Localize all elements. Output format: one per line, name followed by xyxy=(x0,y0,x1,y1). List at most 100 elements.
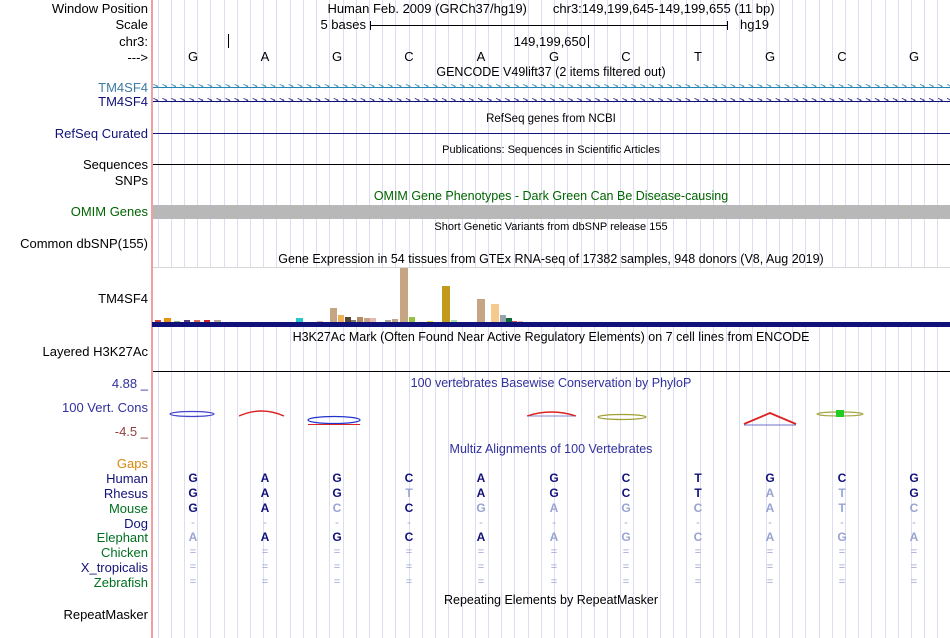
alignment-base: - xyxy=(479,517,483,529)
omim-gene-bar[interactable] xyxy=(153,205,950,219)
alignment-base: = xyxy=(766,576,774,588)
species-label-gaps[interactable]: Gaps xyxy=(116,456,148,471)
track-label-gtex-tm4sf4[interactable]: TM4SF4 xyxy=(98,291,148,306)
track-label-common-dbsnp[interactable]: Common dbSNP(155) xyxy=(20,236,148,251)
alignment-base: = xyxy=(838,576,846,588)
gtex-bar xyxy=(392,319,398,323)
species-label-x_tropicalis[interactable]: X_tropicalis xyxy=(80,560,148,575)
gtex-bar xyxy=(400,268,408,323)
base-letter: C xyxy=(621,49,631,64)
base-letter: T xyxy=(694,49,702,64)
alignment-base: = xyxy=(261,546,269,558)
assembly-title: Human Feb. 2009 (GRCh37/hg19) xyxy=(327,1,527,16)
gtex-bar xyxy=(500,315,506,323)
alignment-base: C xyxy=(621,471,631,485)
conservation-shape xyxy=(526,411,577,417)
conservation-green-block xyxy=(836,410,844,417)
alignment-base: T xyxy=(838,501,846,515)
alignment-base: = xyxy=(694,576,702,588)
alignment-base: A xyxy=(260,471,270,485)
base-letter: C xyxy=(404,49,414,64)
alignment-base: A xyxy=(476,471,486,485)
omim-track-title[interactable]: OMIM Gene Phenotypes - Dark Green Can Be… xyxy=(373,189,729,203)
gene-item-tm4sf4-2[interactable]: >>>>>>>>>>>>>>>>>>>>>>>>>>>>>>>>>>>>>>>>… xyxy=(153,96,950,106)
species-label-rhesus[interactable]: Rhesus xyxy=(103,486,148,501)
alignment-base: = xyxy=(550,561,558,573)
phylop-track-title[interactable]: 100 vertebrates Basewise Conservation by… xyxy=(410,376,692,390)
refseq-curated-line[interactable] xyxy=(153,133,950,134)
h3k27ac-track-title[interactable]: H3K27Ac Mark (Often Found Near Active Re… xyxy=(292,330,810,344)
gtex-track-title[interactable]: Gene Expression in 54 tissues from GTEx … xyxy=(278,252,824,266)
alignment-base: C xyxy=(404,530,414,544)
alignment-base: = xyxy=(622,561,630,573)
track-label-repeatmasker[interactable]: RepeatMasker xyxy=(63,607,148,622)
sequences-track-line[interactable] xyxy=(153,164,950,165)
alignment-base: A xyxy=(549,501,559,515)
alignment-base: = xyxy=(189,546,197,558)
species-label-elephant[interactable]: Elephant xyxy=(96,530,148,545)
window-position-label: Window Position xyxy=(51,1,148,16)
alignment-base: = xyxy=(477,546,485,558)
gtex-bar xyxy=(357,317,363,323)
gtex-bar xyxy=(477,299,485,323)
track-label-layered-h3k27ac[interactable]: Layered H3K27Ac xyxy=(42,344,148,359)
species-label-chicken[interactable]: Chicken xyxy=(101,545,148,560)
alignment-base: = xyxy=(333,561,341,573)
species-label-dog[interactable]: Dog xyxy=(124,516,148,531)
alignment-base: G xyxy=(765,471,775,485)
gtex-bar xyxy=(351,320,356,323)
species-label-mouse[interactable]: Mouse xyxy=(108,501,148,516)
scale-bar-right-tick xyxy=(727,21,728,30)
repeatmasker-track-title[interactable]: Repeating Elements by RepeatMasker xyxy=(443,593,658,607)
track-label-omim-genes[interactable]: OMIM Genes xyxy=(70,204,148,219)
track-label-snps[interactable]: SNPs xyxy=(114,173,148,188)
publications-track-title[interactable]: Publications: Sequences in Scientific Ar… xyxy=(442,144,660,156)
gtex-bar xyxy=(164,318,171,323)
alignment-base: = xyxy=(694,561,702,573)
alignment-base: A xyxy=(765,530,775,544)
alignment-base: A xyxy=(765,501,775,515)
alignment-base: C xyxy=(404,501,414,515)
window-position-title: Human Feb. 2009 (GRCh37/hg19) chr3:149,19… xyxy=(152,2,950,16)
alignment-base: G xyxy=(188,486,198,500)
alignment-base: = xyxy=(477,561,485,573)
base-position-tick-left xyxy=(228,34,229,48)
species-label-zebrafish[interactable]: Zebrafish xyxy=(93,575,148,590)
base-letter: A xyxy=(476,49,486,64)
gtex-bar xyxy=(506,318,512,323)
gencode-track-title[interactable]: GENCODE V49lift37 (2 items filtered out) xyxy=(436,65,666,79)
track-label-100-vert-cons[interactable]: 100 Vert. Cons xyxy=(62,400,148,415)
gtex-expression-plot[interactable] xyxy=(153,267,950,323)
gtex-bar xyxy=(491,304,499,323)
base-letter: G xyxy=(331,49,343,64)
refseq-track-title[interactable]: RefSeq genes from NCBI xyxy=(486,113,616,125)
position-label: 149,199,650 xyxy=(513,34,586,49)
h3k27ac-track-line[interactable] xyxy=(153,371,950,372)
gtex-bar xyxy=(451,320,457,323)
base-letter: G xyxy=(548,49,560,64)
alignment-base: = xyxy=(694,546,702,558)
alignment-base: A xyxy=(476,530,486,544)
gene-item-tm4sf4-1[interactable]: >>>>>>>>>>>>>>>>>>>>>>>>>>>>>>>>>>>>>>>>… xyxy=(153,82,950,92)
track-label-tm4sf4-gencode-2[interactable]: TM4SF4 xyxy=(98,94,148,109)
alignment-base: = xyxy=(910,546,918,558)
alignment-base: G xyxy=(332,471,342,485)
track-label-sequences[interactable]: Sequences xyxy=(82,157,148,172)
scale-bar-left-tick xyxy=(370,21,371,30)
multiz-track-title[interactable]: Multiz Alignments of 100 Vertebrates xyxy=(449,442,653,456)
track-label-tm4sf4-gencode-1[interactable]: TM4SF4 xyxy=(98,80,148,95)
dbsnp-track-title[interactable]: Short Genetic Variants from dbSNP releas… xyxy=(434,221,668,233)
conservation-shape xyxy=(238,410,285,417)
species-label-human[interactable]: Human xyxy=(106,471,148,486)
track-label-refseq-curated[interactable]: RefSeq Curated xyxy=(54,126,148,141)
gtex-bar xyxy=(370,318,376,323)
direction-label: ---> xyxy=(127,50,148,65)
conservation-shape xyxy=(743,412,797,425)
alignment-base: = xyxy=(189,561,197,573)
alignment-base: - xyxy=(552,517,556,529)
gtex-bar xyxy=(409,317,415,323)
gtex-bar xyxy=(155,320,161,323)
alignment-base: A xyxy=(909,530,919,544)
